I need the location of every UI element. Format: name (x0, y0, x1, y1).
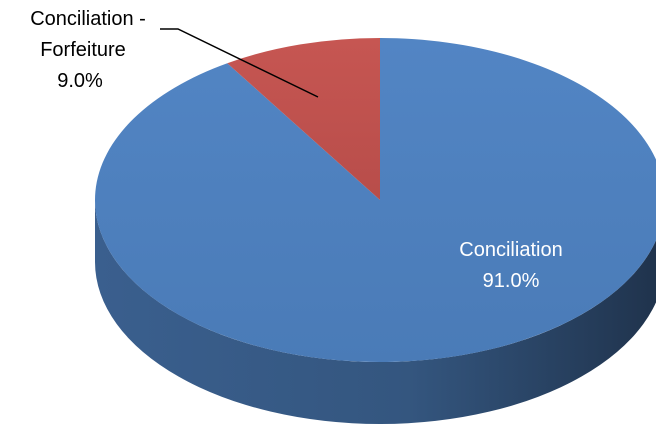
pie-slice-forfeiture (227, 38, 380, 200)
pie-side-wall (95, 200, 656, 424)
conciliation-label-value: 91.0% (483, 270, 540, 292)
forfeiture-leader-line (160, 28, 319, 98)
pie-slice-conciliation (95, 38, 656, 362)
conciliation-label-name: Conciliation (459, 239, 562, 261)
forfeiture-label-name-line1: Conciliation - (30, 8, 146, 30)
forfeiture-label-value: 9.0% (57, 70, 103, 92)
forfeiture-label-name-line2: Forfeiture (40, 39, 126, 61)
